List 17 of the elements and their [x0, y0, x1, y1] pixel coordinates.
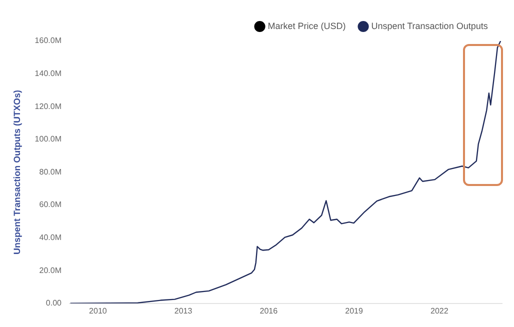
- y-tick-label: 60.0M: [39, 200, 62, 210]
- x-tick-label: 2019: [345, 306, 364, 316]
- x-tick-label: 2022: [430, 306, 449, 316]
- x-tick-label: 2016: [260, 306, 278, 316]
- x-tick-label: 2010: [89, 306, 108, 316]
- y-tick-label: 80.0M: [39, 167, 62, 176]
- y-axis-title: Unspent Transaction Outputs (UTXOs): [12, 90, 22, 254]
- y-tick-label: 20.0M: [39, 266, 62, 275]
- y-tick-label: 140.0M: [34, 69, 62, 78]
- y-tick-label: 160.0M: [34, 36, 62, 46]
- y-tick-label: 0.00: [46, 298, 62, 308]
- legend-label: Unspent Transaction Outputs: [371, 20, 488, 31]
- legend-label: Market Price (USD): [268, 20, 346, 31]
- y-tick-label: 100.0M: [34, 134, 62, 144]
- y-tick-label: 40.0M: [39, 233, 62, 242]
- y-tick-label: 120.0M: [34, 102, 62, 111]
- x-tick-label: 2013: [174, 306, 193, 316]
